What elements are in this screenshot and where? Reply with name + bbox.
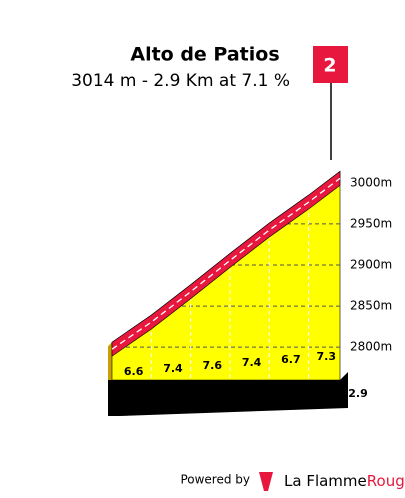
side-face — [108, 342, 112, 380]
x-tick-label: 2.0 — [277, 409, 297, 422]
y-tick-label: 3000m — [350, 175, 392, 189]
brand: La FlammeRouge — [284, 472, 405, 490]
category-badge: 2 — [323, 55, 336, 77]
flag — [313, 46, 348, 83]
x-tick-label: 1.0 — [199, 413, 219, 426]
gradient-label: 7.4 — [242, 356, 262, 369]
base — [108, 372, 348, 416]
y-tick-label: 2800m — [350, 340, 392, 354]
chart-subtitle: 3014 m - 2.9 Km at 7.1 % — [71, 71, 290, 91]
gradient-label: 7.3 — [317, 350, 337, 363]
x-tick-label: 0.5 — [160, 415, 180, 428]
gradient-label: 6.7 — [281, 353, 301, 366]
gradient-label: 6.6 — [124, 365, 144, 378]
logo — [259, 472, 273, 491]
x-tick-label: 2.5 — [317, 407, 337, 420]
band-centerline — [111, 177, 341, 350]
gradient-label: 7.6 — [203, 359, 223, 372]
y-tick-label: 2850m — [350, 299, 392, 313]
brand-a: La Flamme — [284, 472, 367, 490]
powered-by: Powered by — [180, 473, 250, 487]
gradient-label: 7.4 — [163, 362, 183, 375]
brand-b: Rouge — [367, 472, 405, 490]
y-tick-label: 2950m — [350, 216, 392, 230]
y-tick-label: 2900m — [350, 258, 392, 272]
chart-title: Alto de Patios — [130, 44, 279, 66]
x-tick-label: 1.5 — [238, 411, 258, 424]
x-tick-label: 2.9 — [348, 387, 368, 400]
